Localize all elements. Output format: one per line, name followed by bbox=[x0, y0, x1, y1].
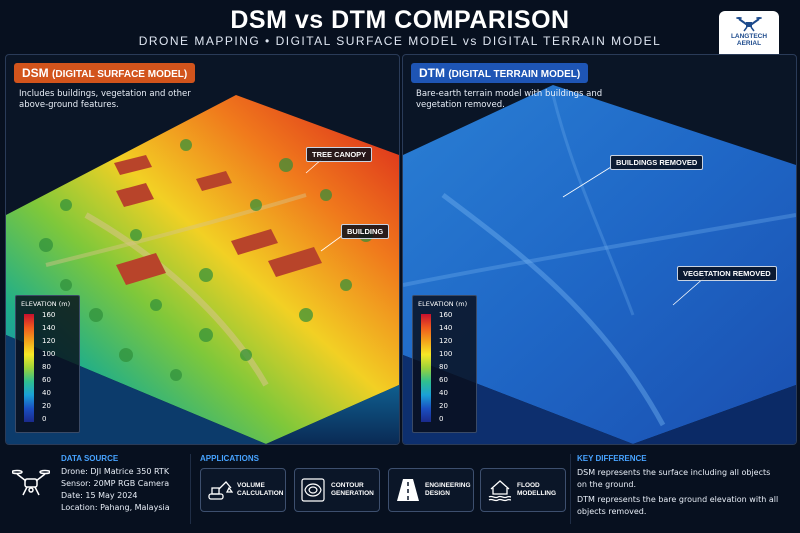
key-difference-title: KEY DIFFERENCE bbox=[577, 454, 647, 463]
dtm-elevation-legend: ELEVATION (m) 160 140 120 100 80 60 40 2… bbox=[412, 295, 477, 433]
key-difference-dtm: DTM represents the bare ground elevation… bbox=[577, 495, 779, 516]
dtm-description: Bare-earth terrain model with buildings … bbox=[416, 89, 603, 110]
app-label: FLOOD MODELLING bbox=[517, 482, 556, 497]
dsm-panel: DSM (DIGITAL SURFACE MODEL) Includes bui… bbox=[5, 54, 400, 445]
data-source-date: Date: 15 May 2024 bbox=[61, 491, 138, 500]
data-source-location: Location: Pahang, Malaysia bbox=[61, 503, 170, 512]
dtm-tag: DTM bbox=[419, 66, 445, 80]
excavator-icon bbox=[208, 481, 233, 500]
legend-tick: 40 bbox=[42, 389, 51, 397]
legend-tick: 40 bbox=[439, 389, 448, 397]
divider bbox=[190, 454, 191, 524]
dtm-tag-full: (DIGITAL TERRAIN MODEL) bbox=[448, 69, 581, 80]
contour-icon bbox=[301, 478, 325, 502]
legend-tick: 100 bbox=[439, 350, 453, 358]
legend-tick: 100 bbox=[42, 350, 56, 358]
key-difference-dsm: DSM represents the surface including all… bbox=[577, 468, 771, 489]
legend-title: ELEVATION (m) bbox=[418, 300, 468, 308]
drone-icon bbox=[12, 469, 50, 496]
legend-tick: 140 bbox=[42, 324, 56, 332]
legend-color-bar bbox=[24, 314, 34, 422]
divider bbox=[570, 454, 571, 524]
callout-vegetation-removed: VEGETATION REMOVED bbox=[677, 266, 777, 281]
data-source-title: DATA SOURCE bbox=[61, 454, 119, 463]
callout-tree-canopy: TREE CANOPY bbox=[306, 147, 373, 162]
drone-icon bbox=[736, 17, 762, 32]
info-strip: DATA SOURCE Drone: DJI Matrice 350 RTK S… bbox=[0, 448, 800, 533]
flood-house-icon bbox=[488, 480, 512, 502]
callout-building: BUILDING bbox=[341, 224, 390, 239]
company-logo: LANGTECH AERIAL bbox=[719, 11, 779, 61]
applications-title: APPLICATIONS bbox=[200, 454, 259, 463]
app-label: ENGINEERING DESIGN bbox=[425, 482, 471, 497]
app-label: CONTOUR GENERATION bbox=[331, 482, 374, 497]
dsm-elevation-legend: ELEVATION (m) 160 140 120 100 80 60 40 2… bbox=[15, 295, 80, 433]
legend-tick: 160 bbox=[439, 311, 453, 319]
legend-color-bar bbox=[421, 314, 431, 422]
logo-text-line1: LANGTECH bbox=[730, 33, 768, 40]
data-source-drone: Drone: DJI Matrice 350 RTK bbox=[61, 467, 170, 476]
legend-tick: 160 bbox=[42, 311, 56, 319]
legend-tick: 60 bbox=[42, 376, 51, 384]
dsm-tag-full: (DIGITAL SURFACE MODEL) bbox=[52, 69, 188, 80]
legend-tick: 0 bbox=[439, 415, 444, 423]
page-subtitle: DRONE MAPPING • DIGITAL SURFACE MODEL vs… bbox=[138, 34, 662, 48]
app-label: VOLUME CALCULATION bbox=[237, 482, 284, 497]
app-engineering-design: ENGINEERING DESIGN bbox=[388, 468, 474, 512]
dtm-panel: DTM (DIGITAL TERRAIN MODEL) Bare-earth t… bbox=[402, 54, 797, 445]
legend-tick: 140 bbox=[439, 324, 453, 332]
legend-tick: 120 bbox=[439, 337, 453, 345]
legend-tick: 80 bbox=[42, 363, 51, 371]
app-volume-calculation: VOLUME CALCULATION bbox=[200, 468, 286, 512]
dsm-description: Includes buildings, vegetation and other… bbox=[19, 89, 191, 110]
app-flood-modelling: FLOOD MODELLING bbox=[480, 468, 566, 512]
legend-tick: 80 bbox=[439, 363, 448, 371]
dsm-tag: DSM bbox=[22, 66, 49, 80]
legend-tick: 120 bbox=[42, 337, 56, 345]
data-source-sensor: Sensor: 20MP RGB Camera bbox=[61, 479, 170, 488]
dsm-panel-heading: DSM (DIGITAL SURFACE MODEL) bbox=[14, 63, 196, 83]
app-contour-generation: CONTOUR GENERATION bbox=[294, 468, 380, 512]
logo-text-line2: AERIAL bbox=[736, 40, 762, 47]
road-icon bbox=[397, 479, 419, 501]
callout-buildings-removed: BUILDINGS REMOVED bbox=[610, 155, 704, 170]
dtm-panel-heading: DTM (DIGITAL TERRAIN MODEL) bbox=[411, 63, 589, 83]
legend-tick: 0 bbox=[42, 415, 47, 423]
legend-tick: 20 bbox=[42, 402, 51, 410]
legend-tick: 60 bbox=[439, 376, 448, 384]
legend-tick: 20 bbox=[439, 402, 448, 410]
page-title: DSM vs DTM COMPARISON bbox=[230, 6, 570, 34]
legend-title: ELEVATION (m) bbox=[21, 300, 71, 308]
